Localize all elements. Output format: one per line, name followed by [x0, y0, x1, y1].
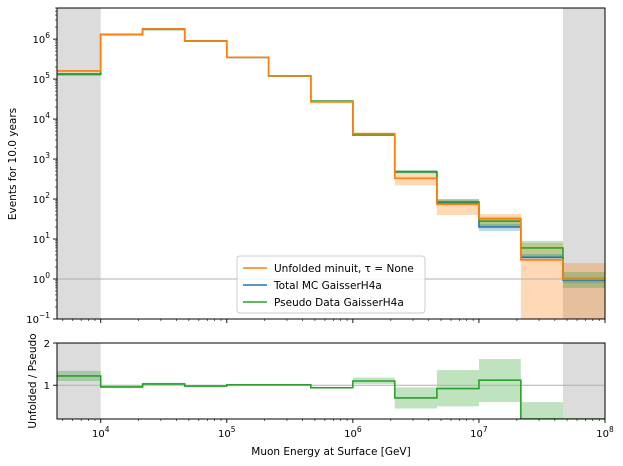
legend: Unfolded minuit, τ = None Total MC Gaiss… [236, 255, 426, 314]
top-y-tick-label-0: 10−1 [26, 311, 50, 326]
x-axis-title: Muon Energy at Surface [GeV] [251, 446, 410, 458]
ratio-excluded-region-shading [57, 343, 605, 419]
top-y-tick-label-7: 106 [32, 31, 50, 46]
top-y-tick-label-1: 100 [32, 271, 50, 286]
x-tick-label-1: 105 [218, 425, 236, 440]
top-y-axis-title: Events for 10.0 years [7, 108, 19, 220]
unfolded-band-bin-12 [562, 263, 605, 319]
ratio-axis-ticks: 104 105 106 107 108 1 2 [44, 339, 614, 440]
ratio-shaded-region-0 [57, 343, 101, 419]
top-axes-frame [56, 7, 606, 320]
top-panel: 10−1 100 101 102 103 104 105 106 Events for 10.… [7, 7, 606, 326]
series-lines [57, 28, 605, 281]
unfolded-band-bin-11 [520, 242, 563, 319]
ratio-y-tick-label-1: 2 [44, 339, 50, 350]
top-y-tick-label-6: 105 [32, 71, 50, 86]
ratio-y-axis-title: Unfolded / Pseudo [27, 333, 39, 428]
excluded-region-shading [57, 8, 605, 319]
top-shaded-region-0 [57, 8, 101, 319]
top-shaded-region-1 [562, 8, 605, 319]
legend-label-total-mc: Total MC GaisserH4a [273, 280, 382, 292]
top-y-tick-label-4: 103 [32, 151, 50, 166]
x-tick-label-3: 107 [470, 425, 488, 440]
ratio-uncertainty-band [57, 359, 563, 419]
top-y-tick-label-2: 101 [32, 231, 50, 246]
ratio-y-tick-label-0: 1 [44, 381, 50, 392]
x-tick-label-0: 104 [92, 425, 110, 440]
ratio-panel: 104 105 106 107 108 1 2 Unfolded / Pseudo Muon… [27, 333, 614, 458]
top-y-tick-label-3: 102 [32, 191, 50, 206]
legend-label-pseudo-data: Pseudo Data GaisserH4a [274, 297, 404, 309]
ratio-step-line [57, 375, 605, 419]
x-tick-label-4: 108 [596, 425, 614, 440]
ratio-shaded-region-1 [562, 343, 605, 419]
ratio-line [57, 375, 605, 419]
unfolded-step-line [57, 28, 605, 280]
legend-label-unfolded: Unfolded minuit, τ = None [274, 263, 414, 275]
x-tick-label-2: 106 [344, 425, 362, 440]
ratio-band-bin-11 [520, 402, 563, 419]
top-y-tick-label-5: 104 [32, 111, 50, 126]
legend-box [236, 255, 426, 314]
ratio-axes-frame [56, 342, 606, 420]
unfolded-band-bin-8 [394, 174, 437, 186]
top-axis-ticks: 10−1 100 101 102 103 104 105 106 [26, 7, 606, 326]
pseudo-data-band-bin-11 [520, 240, 563, 258]
